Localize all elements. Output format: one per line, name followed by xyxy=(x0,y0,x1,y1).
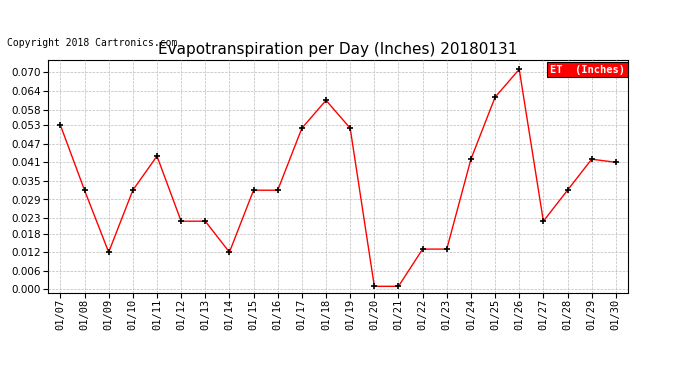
Title: Evapotranspiration per Day (Inches) 20180131: Evapotranspiration per Day (Inches) 2018… xyxy=(159,42,518,57)
Text: Copyright 2018 Cartronics.com: Copyright 2018 Cartronics.com xyxy=(7,38,177,48)
Text: ET  (Inches): ET (Inches) xyxy=(550,64,625,75)
